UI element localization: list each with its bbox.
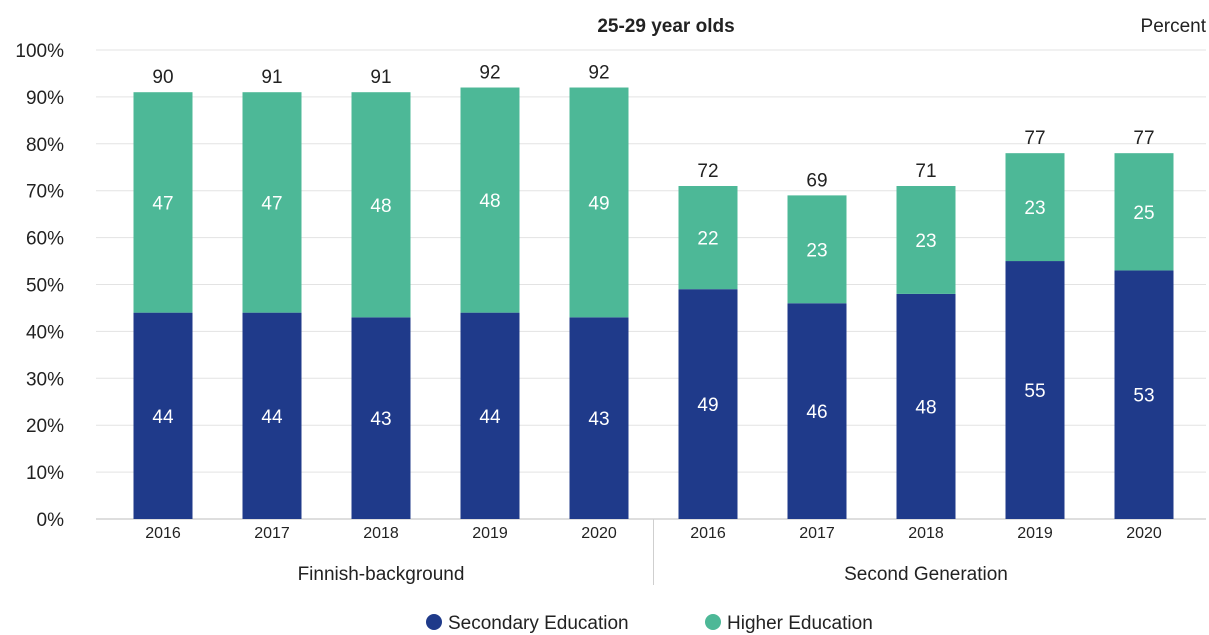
x-tick-label: 2016 [145, 525, 181, 542]
bar-value-label: 48 [479, 191, 500, 212]
x-tick-label: 2020 [1126, 525, 1162, 542]
legend-marker [705, 614, 721, 630]
bar-value-label: 23 [915, 231, 936, 252]
bar-segment [242, 312, 302, 519]
bar-value-label: 44 [479, 407, 501, 428]
x-tick-label: 2016 [690, 525, 726, 542]
bar-value-label: 49 [588, 193, 609, 214]
x-tick-label: 2019 [1017, 525, 1053, 542]
bar-segment [678, 186, 738, 290]
bar-segment [460, 312, 520, 519]
legend-label: Secondary Education [448, 613, 629, 634]
bars: 44 47 90 44 47 91 43 48 91 44 48 92 43 49 92 49 22 72 46 23… [133, 63, 1174, 519]
bar-value-label: 43 [588, 409, 609, 430]
y-tick-label: 10% [26, 463, 64, 484]
bar-segment [351, 92, 411, 318]
x-axis: 2016 2017 2018 2019 2020 2016 2017 2018 2019 2020… [145, 519, 1162, 585]
bar-total-label: 71 [915, 161, 936, 182]
bar-segment [133, 312, 193, 519]
bar-total-label: 91 [370, 67, 391, 88]
bar-value-label: 23 [1024, 198, 1045, 219]
y-tick-label: 70% [26, 182, 64, 203]
bar-segment [1114, 270, 1174, 519]
bar-value-label: 49 [697, 395, 718, 416]
bar-segment [1005, 261, 1065, 519]
group-label: Second Generation [844, 564, 1008, 585]
bar-segment [569, 87, 629, 318]
legend-label: Higher Education [727, 613, 873, 634]
bar-total-label: 92 [479, 63, 500, 84]
bar-total-label: 92 [588, 63, 609, 84]
bar-segment [242, 92, 302, 313]
legend: Secondary Education Higher Education [426, 613, 873, 634]
bar-segment [351, 317, 411, 519]
unit-label: Percent [1141, 16, 1207, 37]
bar-value-label: 47 [261, 193, 282, 214]
bar-total-label: 90 [152, 67, 173, 88]
bar-segment [787, 303, 847, 519]
bar-value-label: 22 [697, 229, 718, 250]
bar-segment [133, 92, 193, 313]
bar-value-label: 53 [1133, 386, 1154, 407]
bar-value-label: 46 [806, 402, 827, 423]
y-axis: 0% 10% 20% 30% 40% 50% 60% 70% 80% 90% 100% [15, 41, 64, 531]
bar-segment [1005, 153, 1065, 262]
x-tick-label: 2018 [908, 525, 944, 542]
bar-total-label: 77 [1024, 128, 1045, 149]
bar-value-label: 55 [1024, 381, 1045, 402]
bar-segment [569, 317, 629, 519]
y-tick-label: 40% [26, 322, 64, 343]
y-tick-label: 50% [26, 276, 64, 297]
x-tick-label: 2017 [254, 525, 290, 542]
x-tick-label: 2018 [363, 525, 399, 542]
bar-total-label: 77 [1133, 128, 1154, 149]
bar-total-label: 91 [261, 67, 282, 88]
y-tick-label: 90% [26, 88, 64, 109]
bar-segment [460, 87, 520, 313]
bar-value-label: 43 [370, 409, 391, 430]
y-tick-label: 100% [15, 41, 64, 62]
bar-segment [787, 195, 847, 304]
x-tick-label: 2019 [472, 525, 508, 542]
x-tick-label: 2020 [581, 525, 617, 542]
x-tick-label: 2017 [799, 525, 835, 542]
chart-title: 25-29 year olds [597, 16, 734, 37]
bar-value-label: 48 [370, 196, 391, 217]
bar-segment [896, 186, 956, 294]
group-label: Finnish-background [298, 564, 465, 585]
bar-segment [678, 289, 738, 519]
legend-marker [426, 614, 442, 630]
y-tick-label: 60% [26, 229, 64, 250]
bar-total-label: 69 [806, 170, 827, 191]
y-tick-label: 20% [26, 416, 64, 437]
bar-total-label: 72 [697, 161, 718, 182]
y-tick-label: 30% [26, 369, 64, 390]
bar-value-label: 23 [806, 240, 827, 261]
bar-segment [896, 293, 956, 519]
bar-value-label: 44 [261, 407, 283, 428]
bar-value-label: 44 [152, 407, 174, 428]
y-tick-label: 80% [26, 135, 64, 156]
bar-value-label: 47 [152, 193, 173, 214]
bar-segment [1114, 153, 1174, 271]
y-tick-label: 0% [37, 510, 65, 531]
bar-value-label: 48 [915, 397, 936, 418]
bar-value-label: 25 [1133, 203, 1154, 224]
